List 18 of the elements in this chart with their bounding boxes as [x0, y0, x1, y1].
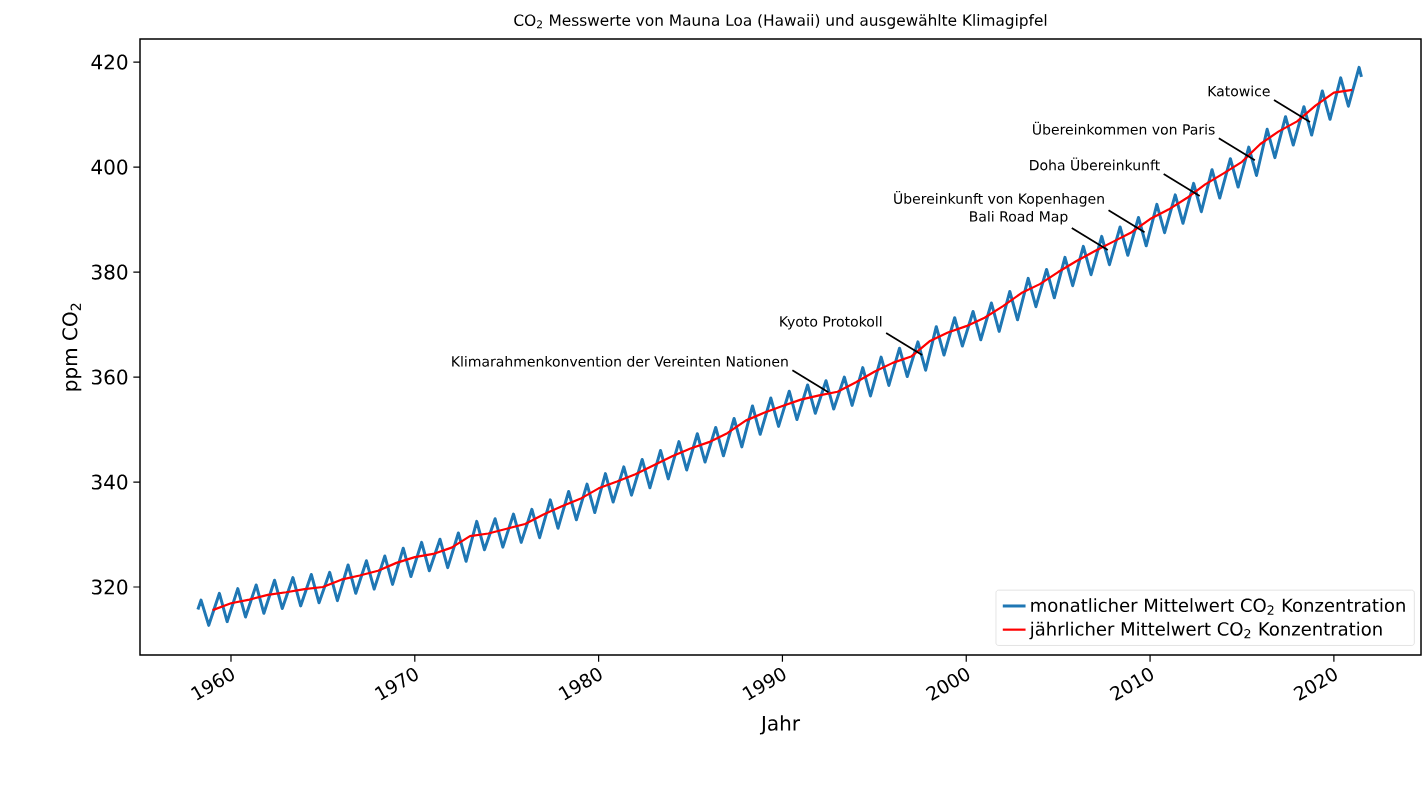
annotation: Übereinkunft von Kopenhagen — [894, 190, 1104, 207]
annotation: Bali Road Map — [970, 210, 1068, 225]
annotation: Katowice — [1208, 85, 1270, 97]
annotation: Klimarahmenkonvention der Vereinten Nationen — [452, 355, 788, 367]
annotation: Kyoto Protokoll — [780, 315, 882, 330]
legend-label: monatlicher Mittelwert CO$_{2}$ Konzentration — [1031, 598, 1405, 615]
y-tick-label: 380 — [91, 264, 128, 280]
annotation: Doha Übereinkunft — [1030, 157, 1160, 171]
y-axis-title: ppm CO$_{2}$ — [62, 303, 82, 391]
legend-label: jährlicher Mittelwert CO$_{2}$ Konzentration — [1029, 621, 1382, 640]
x-axis-title: Jahr — [759, 715, 801, 735]
y-tick-label: 420 — [91, 54, 128, 70]
chart-title: CO$_{2}$ Messwerte von Mauna Loa (Hawaii) und ausgewählte Klimagipfel — [514, 14, 1047, 29]
y-tick-label: 400 — [91, 159, 128, 175]
annotation: Übereinkommen von Paris — [1033, 121, 1215, 135]
y-tick-label: 360 — [91, 369, 128, 385]
y-tick-label: 340 — [91, 474, 128, 490]
y-tick-label: 320 — [91, 579, 128, 595]
